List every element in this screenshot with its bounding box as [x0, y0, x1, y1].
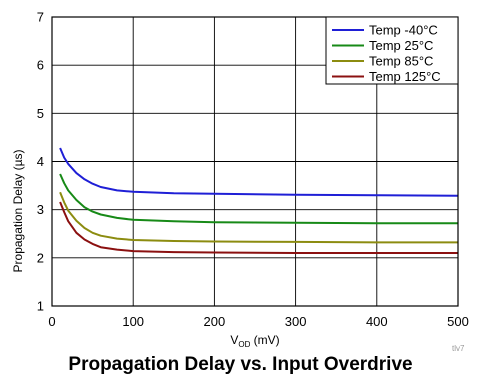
y-tick-label: 7: [37, 10, 44, 25]
legend-label: Temp 85°C: [369, 54, 433, 69]
plot-frame: [51, 16, 459, 307]
legend-label: Temp -40°C: [369, 23, 438, 38]
x-tick-label: 500: [447, 314, 469, 329]
legend-label: Temp 25°C: [369, 38, 433, 53]
y-tick-label: 6: [37, 58, 44, 73]
y-tick-label: 2: [37, 250, 44, 265]
x-axis-label-unit: (mV): [250, 333, 279, 347]
tick-labels: 0 100 200 300 400 500 1 2 3 4 5 6 7: [37, 10, 469, 330]
legend-label: Temp 125°C: [369, 69, 441, 84]
series-line: [59, 201, 458, 254]
y-tick-label: 3: [37, 202, 44, 217]
x-tick-label: 200: [204, 314, 226, 329]
propagation-delay-chart: 0 100 200 300 400 500 1 2 3 4 5 6 7 Propagation Dela…: [11, 10, 469, 350]
series-line: [59, 173, 458, 225]
x-axis-label-main: V: [230, 333, 238, 347]
x-axis-label: VOD (mV): [230, 333, 279, 349]
x-axis-label-subscript: OD: [238, 340, 250, 349]
y-tick-label: 4: [37, 154, 44, 169]
series-line: [59, 191, 458, 244]
figure-id: tlv7: [452, 344, 465, 353]
x-tick-label: 300: [285, 314, 307, 329]
y-tick-label: 1: [37, 299, 44, 314]
y-axis-label: Propagation Delay (µs): [11, 150, 25, 273]
x-tick-label: 400: [366, 314, 388, 329]
x-tick-label: 0: [48, 314, 55, 329]
x-tick-label: 100: [122, 314, 144, 329]
series-line: [59, 147, 459, 197]
legend-box: [325, 16, 459, 85]
chart-title: Propagation Delay vs. Input Overdrive: [68, 354, 413, 375]
y-tick-label: 5: [37, 106, 44, 121]
series-lines: [59, 147, 459, 254]
